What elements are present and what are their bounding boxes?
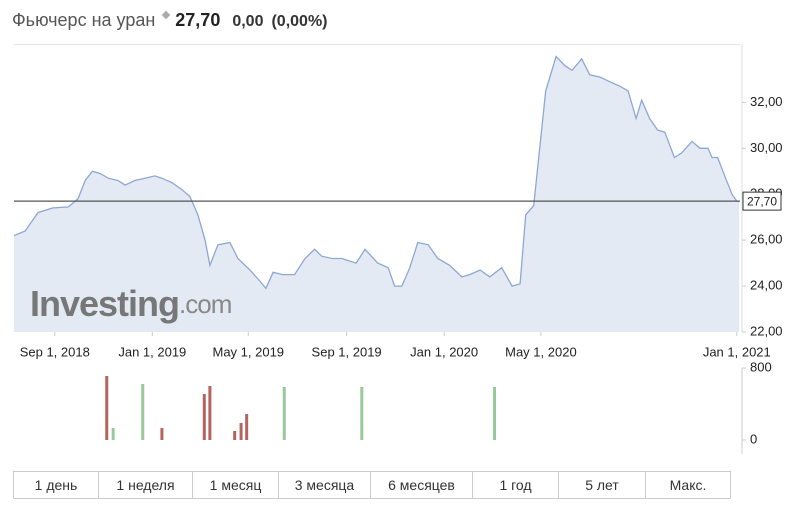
period-button[interactable]: 1 неделя — [98, 472, 192, 498]
x-tick-label: Jan 1, 2020 — [410, 344, 478, 359]
volume-bar — [282, 386, 286, 440]
period-button[interactable]: 1 день — [34, 477, 78, 493]
x-tick-label: Sep 1, 2019 — [312, 344, 382, 359]
plot-top-border — [14, 44, 740, 45]
x-tick-label: Sep 1, 2018 — [20, 344, 90, 359]
last-price-box — [742, 191, 782, 211]
change-pct: (0,00%) — [271, 13, 328, 30]
last-price-label: 27,70 — [747, 194, 777, 208]
volume-bar — [141, 384, 145, 440]
watermark: Investing.com — [30, 283, 232, 324]
area-fill — [14, 56, 740, 332]
y-tick-label: 22,00 — [750, 323, 783, 338]
volume-bar — [360, 386, 364, 440]
period-button[interactable]: 1 год — [472, 472, 558, 498]
title: Фьючерс на уран — [12, 10, 156, 30]
volume-bar — [245, 413, 249, 440]
y-tick-label: 800 — [750, 359, 772, 374]
x-tick-label: May 1, 2020 — [505, 344, 577, 359]
y-tick-label: 24,00 — [750, 278, 783, 293]
volume-bar — [208, 386, 212, 440]
x-tick-label: Jan 1, 2019 — [118, 344, 186, 359]
period-button[interactable]: 3 месяца — [278, 472, 370, 498]
volume-bar — [105, 376, 109, 440]
period-button[interactable]: 6 месяцев — [370, 472, 472, 498]
volume-bar — [160, 428, 164, 440]
period-button[interactable]: Макс. — [645, 472, 730, 498]
volume-bar — [233, 431, 237, 440]
header: Фьючерс на уран 27,70 0,00 (0,00%) — [12, 10, 336, 31]
watermark-brand: Investing.com — [30, 283, 231, 324]
volume-bar — [493, 386, 497, 440]
y-tick-label: 32,00 — [750, 94, 783, 109]
price: 27,70 — [175, 10, 221, 30]
price-line — [13, 55, 740, 290]
volume-bar — [239, 422, 243, 440]
period-selector: 1 день 1 неделя 1 месяц 3 месяца 6 месяцев 1 … — [13, 471, 731, 499]
period-button[interactable]: 1 месяц — [192, 472, 278, 498]
change: 0,00 — [232, 13, 264, 30]
y-tick-label: 30,00 — [750, 140, 783, 155]
volume-bar — [111, 428, 115, 440]
x-tick-label: May 1, 2019 — [212, 344, 284, 359]
watermark-brand-text: Investing — [30, 283, 179, 324]
y-tick-label: 26,00 — [750, 232, 783, 247]
watermark-suffix: .com — [179, 289, 231, 319]
period-button[interactable]: 5 лет — [558, 472, 645, 498]
x-tick-label: Jan 1, 2021 — [703, 344, 771, 359]
y-tick-label: 0 — [750, 431, 757, 446]
volume-bar — [202, 394, 206, 440]
